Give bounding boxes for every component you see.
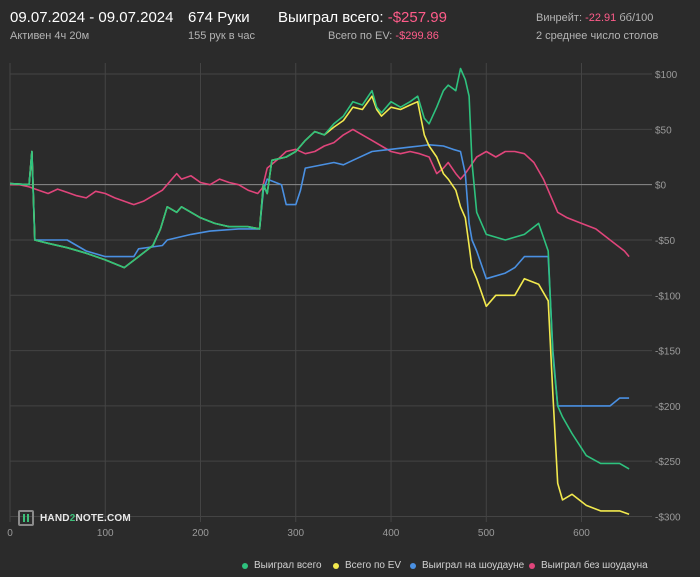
winrate-summary: Винрейт: -22.91 бб/100 xyxy=(536,12,653,24)
hands-per-hour: 155 рук в час xyxy=(188,30,256,42)
y-axis: $100 $50 $0 -$50 -$100 -$150 -$200 -$250 -$300 xyxy=(655,70,681,523)
y-tick-label: $0 xyxy=(655,181,667,192)
x-tick-label: 600 xyxy=(573,528,590,539)
series-line-1 xyxy=(9,95,630,516)
winrate-value: -22.91 xyxy=(585,12,617,24)
hand2note-logo: HAND2NOTE.COM xyxy=(18,510,131,526)
series-line-2 xyxy=(9,144,630,407)
y-tick-label: -$50 xyxy=(655,236,675,247)
series-line-3 xyxy=(10,128,630,258)
hands-count: 674 Руки xyxy=(188,9,250,26)
series-layer xyxy=(9,67,630,516)
legend-item-ev-total[interactable]: Всего по EV xyxy=(333,560,401,571)
active-time: Активен 4ч 20м xyxy=(10,30,90,42)
legend-label: Выиграл на шоудауне xyxy=(422,560,525,571)
winrate-unit: бб/100 xyxy=(619,12,654,24)
x-tick-label: 0 xyxy=(7,528,13,539)
y-tick-label: $50 xyxy=(655,125,672,136)
legend-dot-icon xyxy=(242,562,248,569)
tables-text: 2 среднее число столов xyxy=(536,30,659,42)
grid xyxy=(9,63,652,522)
hand2note-logo-icon xyxy=(18,510,34,526)
y-tick-label: -$300 xyxy=(655,512,681,523)
legend-label: Всего по EV xyxy=(345,560,402,571)
x-tick-label: 400 xyxy=(383,528,400,539)
x-tick-label: 500 xyxy=(478,528,495,539)
x-tick-label: 300 xyxy=(287,528,304,539)
legend-label: Выиграл без шоудауна xyxy=(541,560,648,571)
winrate-label: Винрейт: xyxy=(536,12,583,24)
legend-item-showdown[interactable]: Выиграл на шоудауне xyxy=(410,560,524,571)
x-axis: 0 100 200 300 400 500 600 xyxy=(7,528,590,539)
legend-label: Выиграл всего xyxy=(254,560,322,571)
x-tick-label: 100 xyxy=(97,528,114,539)
y-tick-label: $100 xyxy=(655,70,678,81)
legend-item-non-showdown[interactable]: Выиграл без шоудауна xyxy=(529,560,648,571)
date-range: 09.07.2024 - 09.07.2024 xyxy=(10,9,174,26)
legend-dot-icon xyxy=(410,562,416,569)
ev-total-value: -$299.86 xyxy=(395,30,439,42)
won-total-value: -$257.99 xyxy=(387,9,447,26)
won-total-summary: Выиграл всего: -$257.99 xyxy=(278,9,447,26)
won-total-label: Выиграл всего: xyxy=(278,9,384,26)
x-tick-label: 200 xyxy=(192,528,209,539)
y-tick-label: -$200 xyxy=(655,402,681,413)
y-tick-label: -$100 xyxy=(655,291,681,302)
ev-total-label: Всего по EV: xyxy=(328,30,393,42)
y-tick-label: -$250 xyxy=(655,457,681,468)
ev-total-summary: Всего по EV: -$299.86 xyxy=(328,30,439,42)
legend-dot-icon xyxy=(529,562,535,569)
legend-dot-icon xyxy=(333,562,339,569)
chart: $100 $50 $0 -$50 -$100 -$150 -$200 -$250 -$300 0… xyxy=(7,63,681,539)
y-tick-label: -$150 xyxy=(655,347,681,358)
legend-item-won-total[interactable]: Выиграл всего xyxy=(242,560,322,571)
series-line-0 xyxy=(9,67,630,470)
hand2note-logo-text: HAND2NOTE.COM xyxy=(40,512,131,524)
